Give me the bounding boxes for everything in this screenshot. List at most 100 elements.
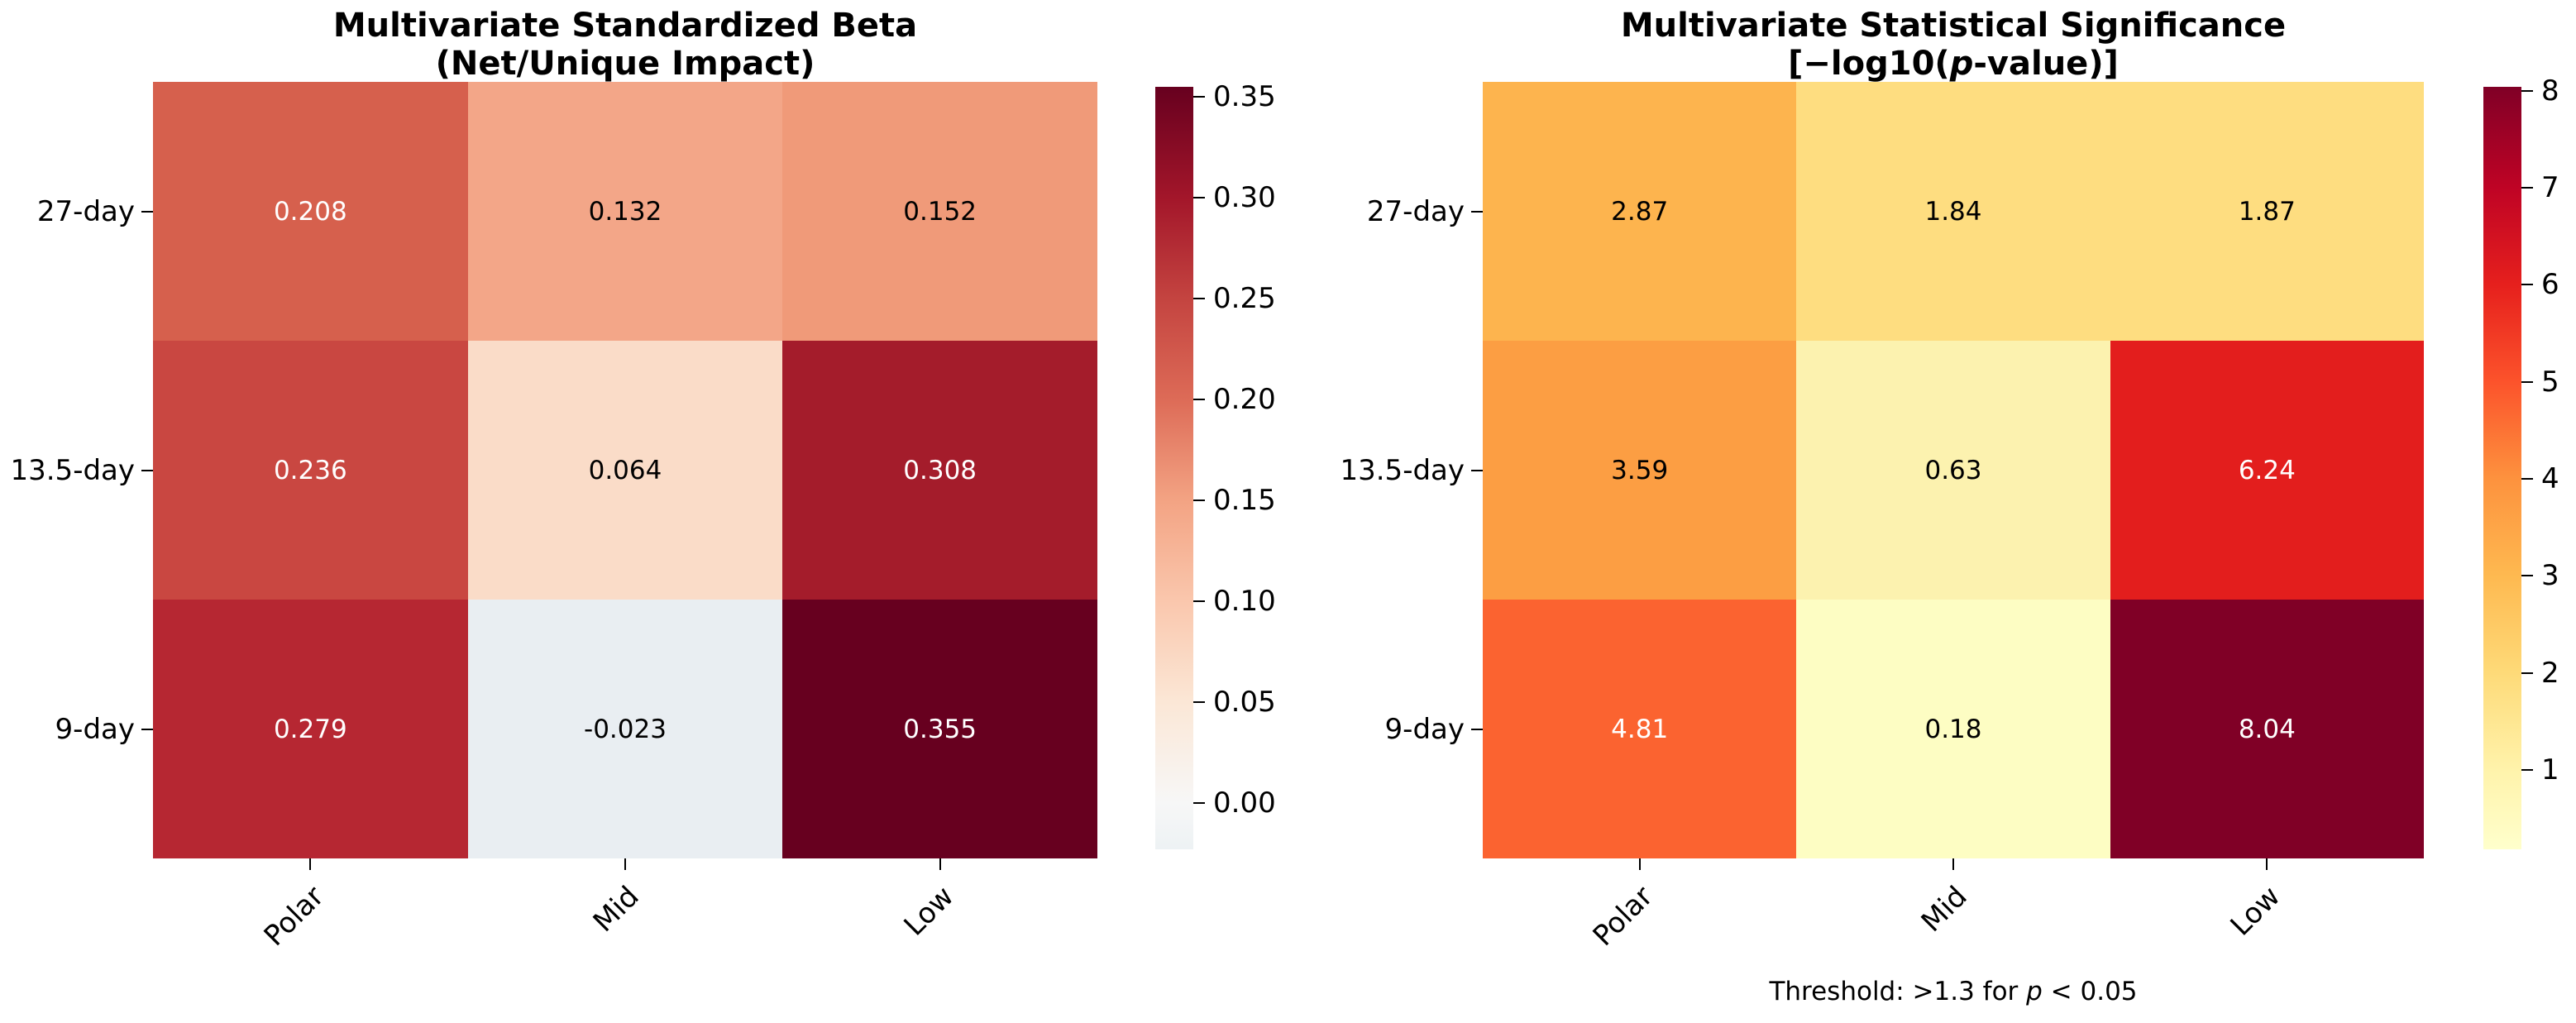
colorbar-tick-label: 0.10 <box>1213 584 1276 618</box>
heatmap-cell-27-day-low: 1.87 <box>2110 82 2424 341</box>
cell-value: 4.81 <box>1611 714 1669 744</box>
colorbar <box>2483 87 2521 849</box>
cell-value: 0.064 <box>588 455 662 485</box>
colorbar-tick-label: 0.30 <box>1213 181 1276 215</box>
right-title-line2: [−log10(p-value)] <box>1788 45 2119 83</box>
x-tick-label: Low <box>2224 880 2287 943</box>
colorbar-tick-mark <box>2521 768 2533 771</box>
y-tick-label: 9-day <box>1384 712 1465 746</box>
cell-value: 0.18 <box>1924 714 1982 744</box>
left-title-line1: Multivariate Standardized Beta <box>332 7 918 45</box>
x-tick-label: Mid <box>1914 880 1974 939</box>
colorbar-tick-label: 0.05 <box>1213 685 1276 719</box>
x-tick-mark <box>939 858 941 870</box>
x-tick-label: Polar <box>257 880 331 953</box>
x-tick-label: Low <box>897 880 960 943</box>
colorbar-tick-label: 7 <box>2541 170 2559 204</box>
heatmap-cell-13-5-day-mid: 0.064 <box>467 341 783 600</box>
x-tick-mark <box>624 858 626 870</box>
right-chart-title: Multivariate Statistical Significance [−… <box>1483 7 2424 83</box>
cell-value: 8.04 <box>2238 714 2296 744</box>
colorbar-tick-label: 8 <box>2541 74 2559 108</box>
y-tick-label: 13.5-day <box>10 453 135 487</box>
x-tick-label: Polar <box>1587 880 1660 953</box>
heatmap-cell-9-day-mid: 0.18 <box>1796 600 2110 858</box>
colorbar-tick-mark <box>2521 186 2533 189</box>
x-tick-mark <box>309 858 312 870</box>
text-segment: < 0.05 <box>2042 977 2138 1006</box>
heatmap-cell-27-day-low: 0.152 <box>782 82 1097 341</box>
heatmap-cell-13-5-day-mid: 0.63 <box>1796 341 2110 600</box>
colorbar-tick-label: 3 <box>2541 559 2559 593</box>
colorbar-tick-label: 0.35 <box>1213 80 1276 114</box>
colorbar-tick-mark <box>1193 197 1205 199</box>
y-tick-label: 13.5-day <box>1340 453 1465 487</box>
colorbar-tick-label: 0.00 <box>1213 786 1276 820</box>
text-segment: Threshold: >1.3 for <box>1769 977 2027 1006</box>
cell-value: 0.152 <box>903 196 977 227</box>
y-tick-mark <box>1471 728 1483 730</box>
x-tick-mark <box>1638 858 1641 870</box>
heatmap-grid: 2.87 1.84 1.87 3.59 0.63 6.24 4.81 0.18 8.04 <box>1483 82 2424 858</box>
y-tick-label: 9-day <box>55 712 135 746</box>
heatmap-cell-9-day-low: 0.355 <box>782 600 1097 858</box>
colorbar-tick-label: 1 <box>2541 753 2559 786</box>
colorbar-tick-label: 4 <box>2541 461 2559 495</box>
colorbar-tick-label: 0.15 <box>1213 484 1276 518</box>
colorbar-tick-mark <box>2521 672 2533 674</box>
x-tick-mark <box>2266 858 2268 870</box>
cell-value: 1.87 <box>2238 196 2296 227</box>
heatmap-cell-9-day-mid: -0.023 <box>467 600 783 858</box>
colorbar-tick-mark <box>1193 801 1205 804</box>
colorbar-tick-label: 5 <box>2541 365 2559 399</box>
heatmap-cell-27-day-mid: 0.132 <box>467 82 783 341</box>
y-tick-mark <box>141 469 153 471</box>
italic-text-segment: p <box>1949 45 1974 83</box>
cell-value: 0.279 <box>273 714 347 744</box>
y-tick-mark <box>1471 469 1483 471</box>
right-title-line1: Multivariate Statistical Significance <box>1620 7 2287 45</box>
colorbar-tick-mark <box>2521 89 2533 92</box>
heatmap-cell-13-5-day-polar: 3.59 <box>1483 341 1797 600</box>
y-tick-mark <box>141 728 153 730</box>
heatmap-cell-27-day-polar: 0.208 <box>153 82 468 341</box>
colorbar-tick-mark <box>1193 399 1205 401</box>
colorbar-tick-label: 6 <box>2541 268 2559 302</box>
text-segment: -value)] <box>1973 45 2119 83</box>
heatmap-cell-27-day-mid: 1.84 <box>1796 82 2110 341</box>
cell-value: 0.63 <box>1924 455 1982 485</box>
colorbar-tick-mark <box>2521 477 2533 480</box>
colorbar-tick-mark <box>2521 284 2533 286</box>
colorbar-tick-mark <box>1193 600 1205 602</box>
colorbar-tick-label: 0.20 <box>1213 383 1276 417</box>
y-tick-label: 27-day <box>36 194 135 228</box>
colorbar-tick-mark <box>1193 500 1205 502</box>
cell-value: 1.84 <box>1924 196 1982 227</box>
cell-value: 0.355 <box>903 714 977 744</box>
cell-value: 0.208 <box>273 196 347 227</box>
heatmap-cell-13-5-day-low: 6.24 <box>2110 341 2424 600</box>
cell-value: 0.236 <box>273 455 347 485</box>
y-tick-mark <box>1471 210 1483 213</box>
cell-value: 0.308 <box>903 455 977 485</box>
heatmap-cell-9-day-polar: 4.81 <box>1483 600 1797 858</box>
y-tick-mark <box>141 210 153 213</box>
text-segment: [−log10( <box>1788 45 1950 83</box>
colorbar <box>1155 87 1193 849</box>
heatmap-cell-9-day-low: 8.04 <box>2110 600 2424 858</box>
y-tick-label: 27-day <box>1366 194 1465 228</box>
colorbar-tick-mark <box>1193 298 1205 300</box>
x-tick-mark <box>1952 858 1954 870</box>
cell-value: 0.132 <box>588 196 662 227</box>
left-title-line2: (Net/Unique Impact) <box>435 45 815 83</box>
x-tick-label: Mid <box>586 880 646 939</box>
colorbar-tick-mark <box>2521 575 2533 577</box>
colorbar-tick-label: 0.25 <box>1213 282 1276 316</box>
cell-value: 3.59 <box>1611 455 1669 485</box>
heatmap-cell-9-day-polar: 0.279 <box>153 600 468 858</box>
left-chart-title: Multivariate Standardized Beta (Net/Uniq… <box>153 7 1097 83</box>
heatmap-cell-13-5-day-low: 0.308 <box>782 341 1097 600</box>
heatmap-cell-27-day-polar: 2.87 <box>1483 82 1797 341</box>
heatmap-grid: 0.208 0.132 0.152 0.236 0.064 0.308 0.279 -0.02… <box>153 82 1097 858</box>
colorbar-tick-mark <box>2521 380 2533 383</box>
